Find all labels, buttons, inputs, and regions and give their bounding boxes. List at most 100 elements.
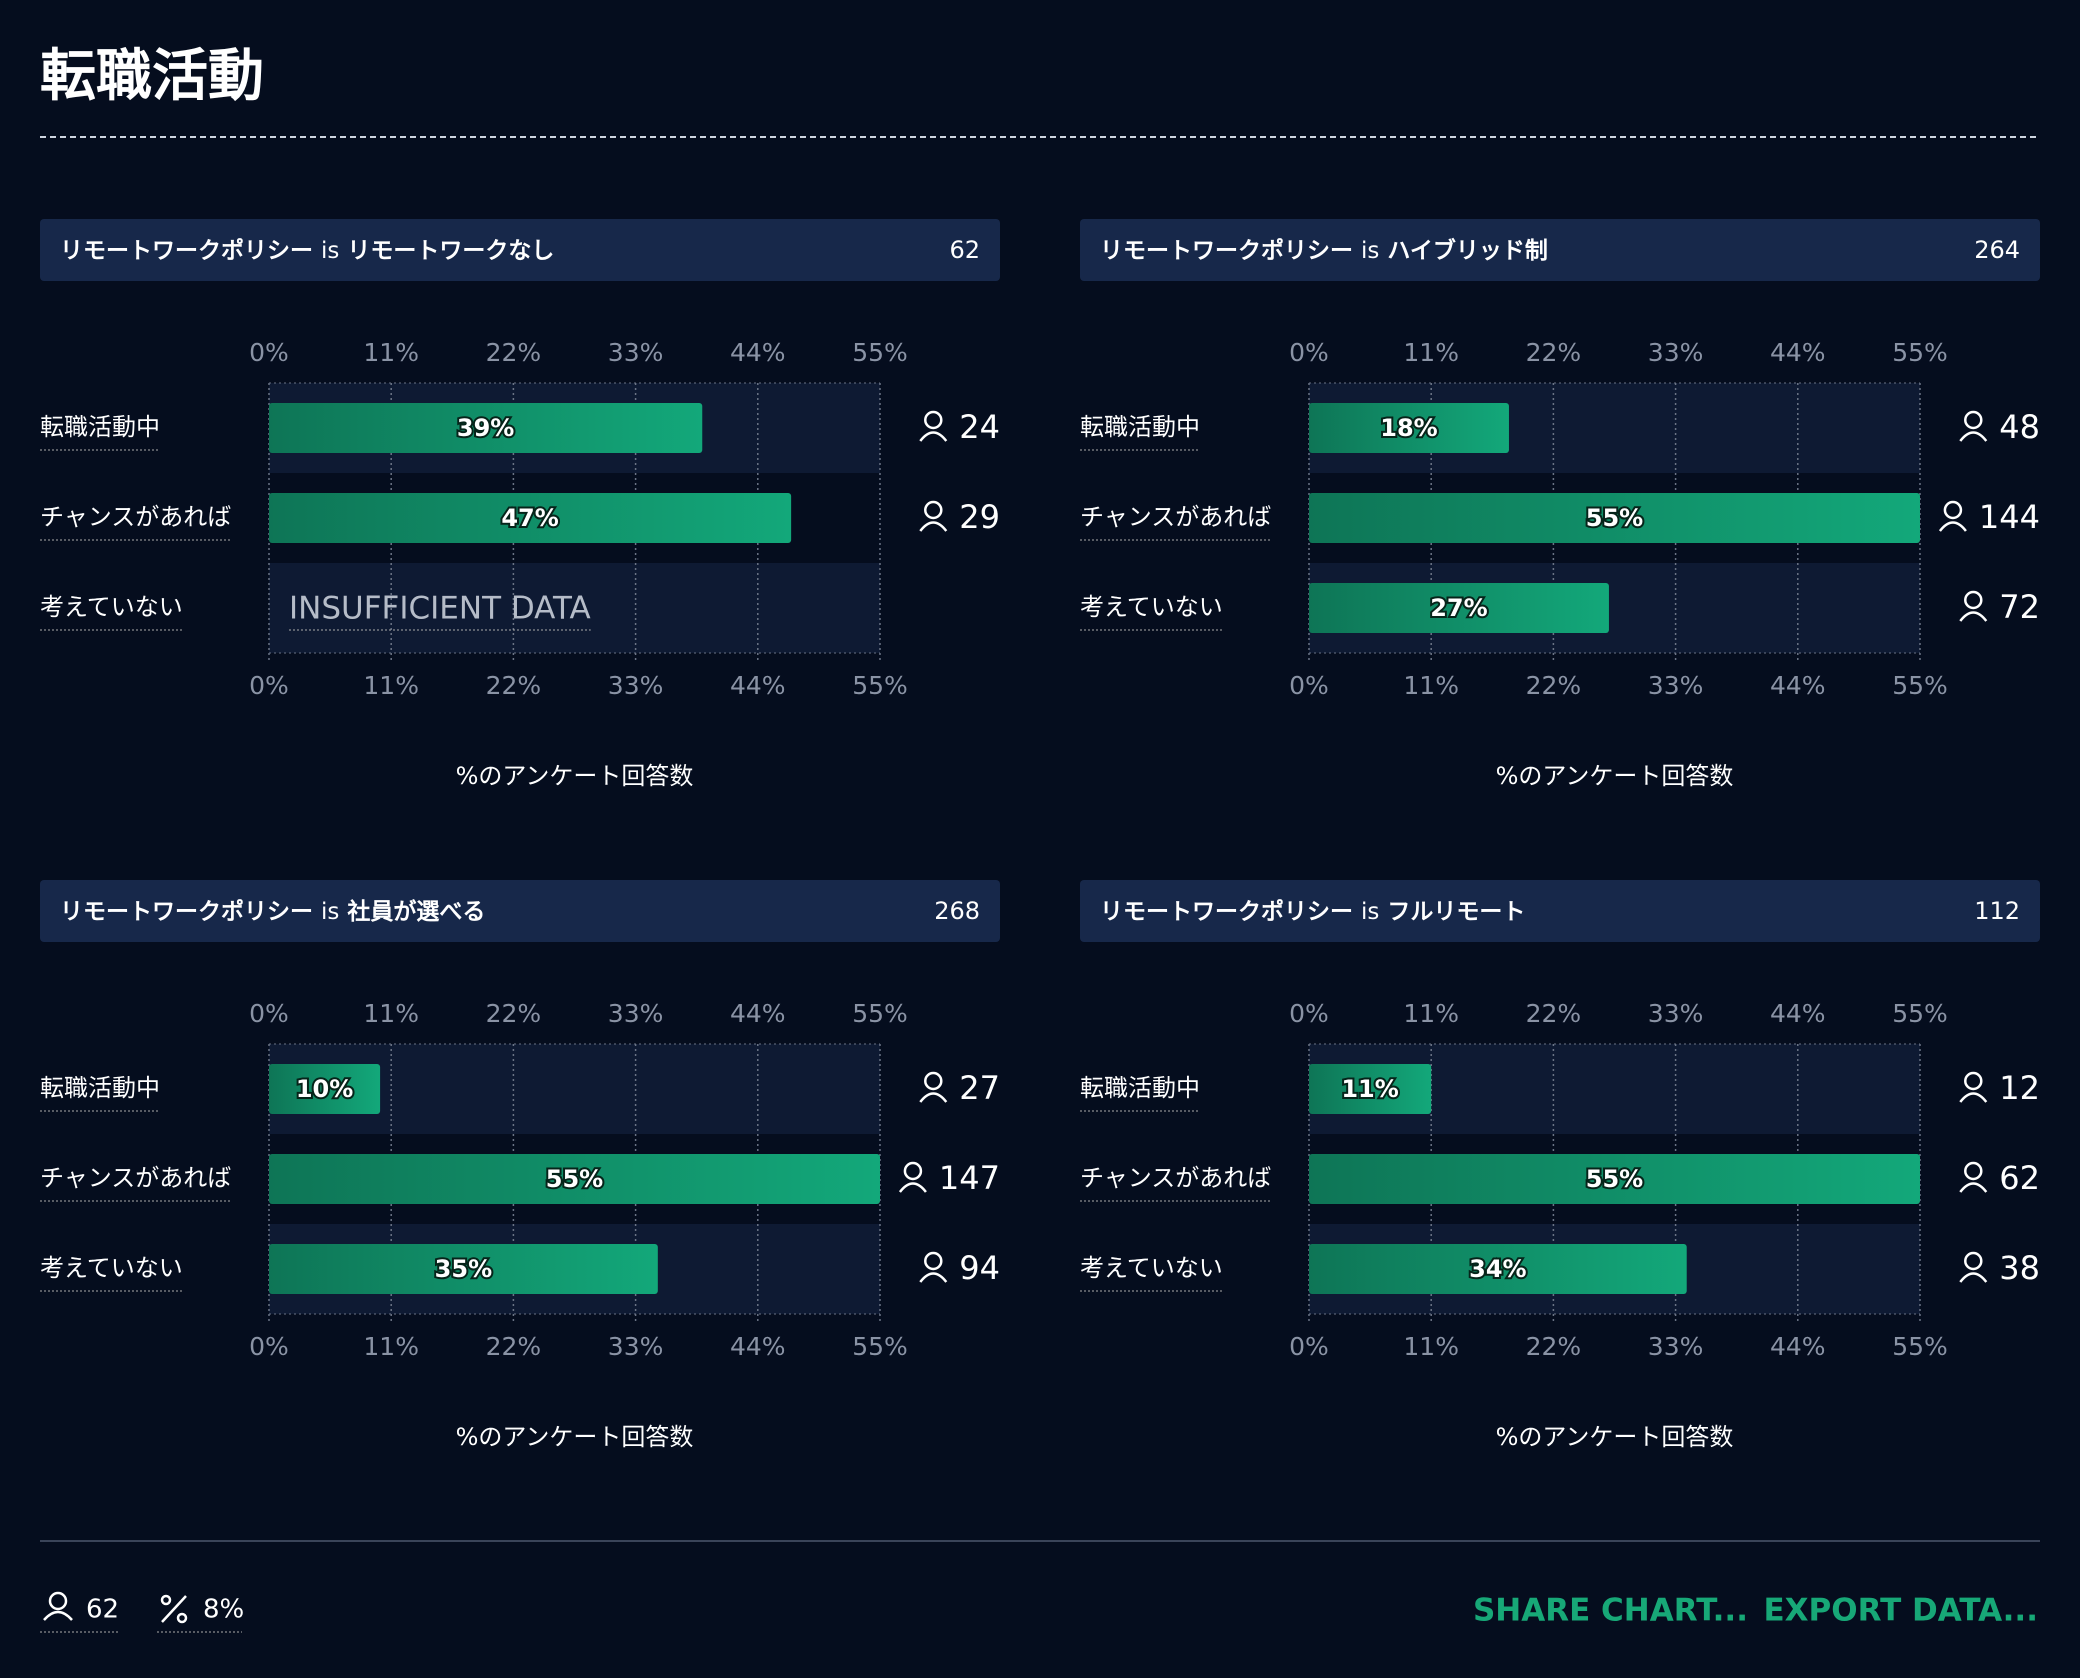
icon-head: [924, 1251, 943, 1271]
x-tick-label: 33%: [1648, 338, 1704, 367]
icon-body: [1959, 431, 1988, 442]
facet-value: 社員が選べる: [347, 898, 485, 925]
x-tick-label: 55%: [1892, 671, 1948, 700]
x-tick-label: 33%: [608, 338, 664, 367]
x-tick-label: 11%: [1403, 999, 1459, 1028]
icon-body: [898, 1182, 927, 1193]
panel-header: [1080, 880, 2040, 942]
row-count: 27: [959, 1069, 1000, 1107]
y-tick-label: 考えていない: [40, 593, 183, 621]
x-tick-label: 44%: [730, 1332, 786, 1361]
bar: [269, 403, 703, 453]
icon-body: [1959, 611, 1988, 622]
value-label: 39%: [457, 414, 514, 442]
share-chart-button[interactable]: SHARE CHART...: [1473, 1593, 1748, 1629]
x-tick-label: 44%: [1770, 338, 1826, 367]
x-tick-label: 22%: [1526, 1332, 1582, 1361]
icon-head: [924, 500, 943, 520]
value-label: 27%: [1430, 594, 1487, 622]
x-tick-label: 33%: [608, 671, 664, 700]
panel-total: 264: [1974, 236, 2020, 264]
panel-header: [40, 219, 1000, 281]
x-tick-label: 0%: [249, 338, 289, 367]
x-tick-label: 44%: [730, 338, 786, 367]
panel-header: [40, 880, 1000, 942]
bar: [1309, 583, 1609, 633]
x-axis-label: %のアンケート回答数: [1496, 1423, 1734, 1451]
x-tick-label: 22%: [1526, 671, 1582, 700]
x-tick-label: 55%: [1892, 1332, 1948, 1361]
row-count: 38: [1999, 1249, 2040, 1287]
y-tick-label: 考えていない: [1080, 1254, 1223, 1282]
bar: [269, 1064, 381, 1114]
x-tick-label: 44%: [1770, 671, 1826, 700]
icon-body: [1959, 1182, 1988, 1193]
y-tick-label: 考えていない: [1080, 593, 1223, 621]
y-tick-label: チャンスがあれば: [1080, 1164, 1271, 1192]
x-tick-label: 55%: [852, 338, 908, 367]
person-icon: [919, 500, 948, 532]
icon-body: [1938, 521, 1967, 532]
bar: [269, 1154, 880, 1204]
value-label: 11%: [1341, 1075, 1398, 1103]
footer-percent: 8%: [203, 1595, 244, 1625]
icon-body: [1959, 1092, 1988, 1103]
row-count: 24: [959, 408, 1000, 446]
x-tick-label: 44%: [1770, 999, 1826, 1028]
y-tick-label: チャンスがあれば: [1080, 503, 1271, 531]
row-count: 94: [959, 1249, 1000, 1287]
insufficient-data: INSUFFICIENT DATA: [289, 591, 591, 627]
value-label: 55%: [1586, 1165, 1643, 1193]
facet-field: リモートワークポリシー: [1100, 898, 1353, 925]
value-label: 35%: [435, 1255, 492, 1283]
facet-field: リモートワークポリシー: [60, 898, 313, 925]
person-icon: [919, 1251, 948, 1283]
row-count: 62: [1999, 1159, 2040, 1197]
y-tick-label: 考えていない: [40, 1254, 183, 1282]
y-tick-label: チャンスがあれば: [40, 1164, 231, 1192]
x-tick-label: 0%: [1289, 1332, 1329, 1361]
facet-value: フルリモート: [1387, 899, 1525, 925]
person-icon: [1938, 500, 1967, 532]
y-tick-label: 転職活動中: [1080, 1074, 1200, 1102]
x-tick-label: 0%: [1289, 999, 1329, 1028]
x-tick-label: 33%: [608, 999, 664, 1028]
x-tick-label: 33%: [608, 1332, 664, 1361]
facet-op: is: [1361, 238, 1379, 264]
panel-total: 268: [934, 897, 980, 925]
x-axis-label: %のアンケート回答数: [1496, 762, 1734, 790]
icon-body: [919, 521, 948, 532]
x-tick-label: 44%: [730, 671, 786, 700]
x-tick-label: 55%: [1892, 999, 1948, 1028]
x-tick-label: 55%: [1892, 338, 1948, 367]
value-label: 10%: [296, 1075, 353, 1103]
icon-head: [1964, 590, 1983, 610]
row-count: 29: [959, 498, 1000, 536]
value-label: 55%: [546, 1165, 603, 1193]
y-tick-label: 転職活動中: [1080, 413, 1200, 441]
row-count: 12: [1999, 1069, 2040, 1107]
bar: [1309, 493, 1920, 543]
icon-head: [1964, 1251, 1983, 1271]
person-icon: [1959, 1161, 1988, 1193]
value-label: 47%: [501, 504, 558, 532]
x-tick-label: 44%: [730, 999, 786, 1028]
x-tick-label: 22%: [486, 338, 542, 367]
facet-field: リモートワークポリシー: [60, 237, 313, 264]
x-tick-label: 11%: [363, 1332, 419, 1361]
x-tick-label: 22%: [486, 999, 542, 1028]
x-tick-label: 0%: [249, 999, 289, 1028]
respondents-icon: [43, 1591, 73, 1621]
row-count: 48: [1999, 408, 2040, 446]
bar: [1309, 1154, 1920, 1204]
facet-value: ハイブリッド制: [1387, 237, 1548, 264]
person-icon: [1959, 410, 1988, 442]
panel-header-title: リモートワークポリシー is ハイブリッド制: [1100, 237, 1548, 264]
y-tick-label: 転職活動中: [40, 1074, 160, 1102]
page-title: 転職活動: [40, 44, 264, 109]
person-icon: [1959, 590, 1988, 622]
x-tick-label: 0%: [1289, 671, 1329, 700]
export-data-button[interactable]: EXPORT DATA...: [1763, 1593, 2038, 1629]
facet-op: is: [1361, 899, 1379, 925]
